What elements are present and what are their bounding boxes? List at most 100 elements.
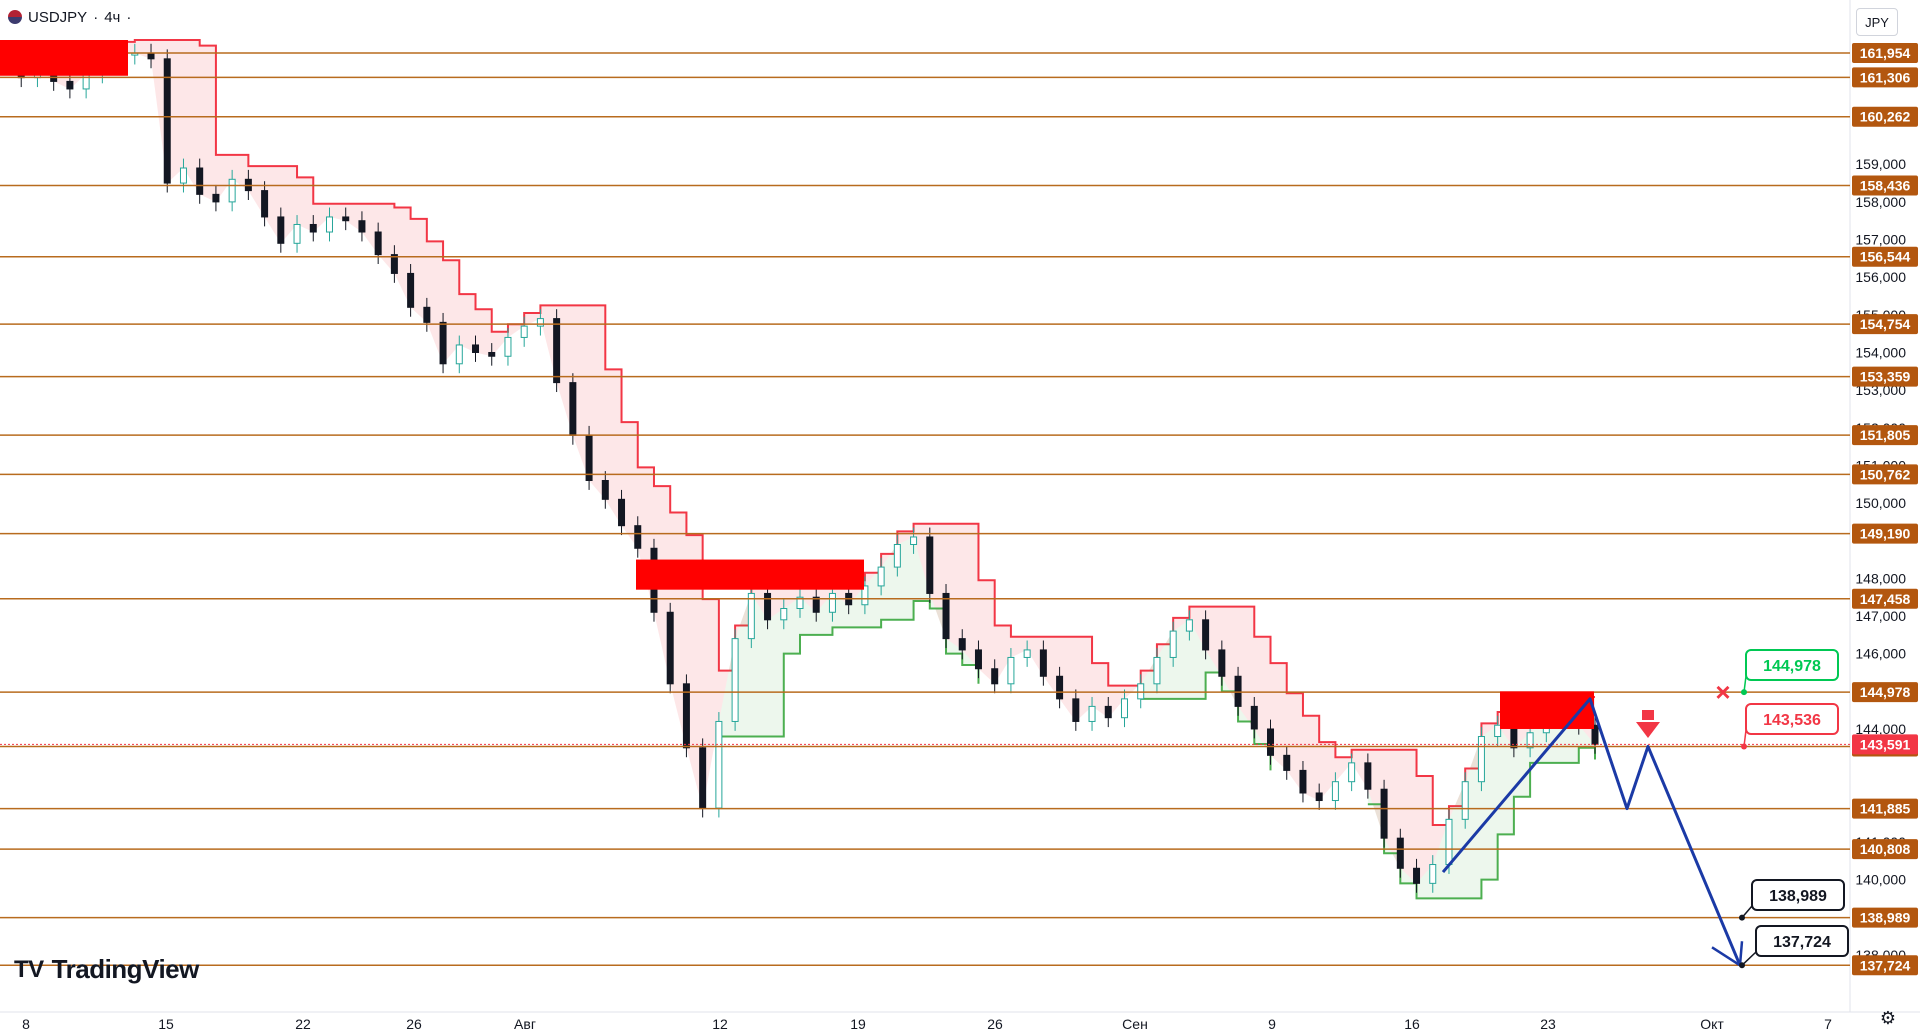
interval-label[interactable]: 4ч: [104, 8, 121, 26]
header-separator: ·: [93, 8, 99, 26]
tradingview-logo: TV TradingView: [14, 954, 199, 985]
time-tick-7: 26: [987, 1016, 1003, 1032]
candle-body-56: [910, 536, 918, 546]
time-tick-0: 8: [22, 1016, 30, 1032]
level-label-7: 151,805: [1860, 427, 1911, 443]
level-label-16: 137,724: [1860, 957, 1911, 973]
candle-body-43: [699, 747, 707, 809]
candle-body-73: [1185, 619, 1193, 632]
level-badge-15: [1852, 907, 1918, 928]
candle-body-22: [358, 220, 366, 233]
projection-path: [1441, 697, 1742, 966]
level-badge-9: [1852, 523, 1918, 544]
candle-body-18: [293, 223, 301, 244]
candle-body-81: [1315, 792, 1323, 802]
candle-body-13: [212, 193, 220, 203]
candle-body-63: [1023, 649, 1031, 658]
candle-body-29: [472, 344, 480, 353]
candle-body-76: [1234, 675, 1242, 707]
time-tick-13: 7: [1824, 1016, 1832, 1032]
candle-body-69: [1120, 698, 1128, 719]
candle-body-20: [325, 216, 333, 233]
candle-body-14: [228, 178, 236, 203]
header-separator-2: ·: [126, 8, 132, 26]
level-label-0: 161,954: [1860, 45, 1911, 61]
candle-body-87: [1413, 867, 1421, 884]
down-arrow-icon: [1636, 722, 1660, 738]
level-label-13: 141,885: [1860, 801, 1911, 817]
candle-body-38: [618, 498, 626, 527]
target-dot-3: [1739, 962, 1745, 969]
candle-body-75: [1218, 649, 1226, 677]
candle-body-48: [780, 608, 788, 621]
candle-body-37: [601, 479, 609, 500]
candle-body-66: [1072, 698, 1080, 722]
level-badge-5: [1852, 314, 1918, 335]
candle-body-98: [1591, 724, 1599, 745]
tradingview-logo-icon: TV: [14, 955, 44, 983]
candle-body-35: [569, 382, 577, 436]
level-label-5: 154,754: [1860, 316, 1911, 332]
candle-body-10: [163, 58, 171, 184]
candle-body-55: [893, 544, 901, 568]
price-tick-0: 159,000: [1855, 156, 1906, 172]
symbol-header[interactable]: USDJPY · 4ч ·: [8, 6, 131, 28]
candle-body-4: [66, 80, 74, 90]
level-label-10: 147,458: [1860, 591, 1911, 607]
candle-body-68: [1104, 705, 1112, 719]
candle-body-16: [261, 190, 269, 218]
candle-body-19: [309, 223, 317, 233]
settings-gear-icon[interactable]: ⚙: [1879, 1008, 1897, 1028]
target-label-2: 138,989: [1769, 888, 1827, 905]
candle-body-78: [1267, 728, 1275, 756]
candle-body-45: [731, 638, 739, 722]
candle-body-72: [1169, 630, 1177, 658]
time-tick-1: 15: [158, 1016, 174, 1032]
candle-body-25: [407, 272, 415, 308]
symbol-name: USDJPY: [28, 8, 88, 26]
level-badge-0: [1852, 43, 1918, 64]
target-marker-0: ×: [1715, 677, 1730, 707]
candle-body-82: [1331, 781, 1339, 802]
target-dot-2: [1739, 914, 1745, 921]
resistance-fill: [5, 40, 1595, 884]
candle-body-17: [277, 216, 285, 244]
time-tick-8: Сен: [1122, 1016, 1148, 1032]
level-label-4: 156,544: [1860, 249, 1911, 265]
candle-body-92: [1494, 724, 1502, 738]
price-tick-12: 146,000: [1855, 646, 1906, 662]
level-label-14: 140,808: [1860, 841, 1911, 857]
level-label-3: 158,436: [1860, 177, 1911, 193]
candle-body-89: [1445, 818, 1453, 866]
candle-body-44: [715, 720, 723, 809]
candle-body-26: [423, 306, 431, 323]
candle-body-58: [942, 592, 950, 640]
candle-body-46: [747, 592, 755, 640]
price-tick-13: 144,000: [1855, 721, 1906, 737]
candle-body-33: [536, 318, 544, 327]
candle-body-31: [504, 336, 512, 357]
level-badge-8: [1852, 464, 1918, 485]
candle-body-34: [553, 318, 561, 384]
candle-body-11: [179, 167, 187, 184]
price-tick-5: 154,000: [1855, 344, 1906, 360]
candle-body-59: [958, 638, 966, 651]
price-tick-3: 156,000: [1855, 269, 1906, 285]
candle-body-28: [455, 344, 463, 365]
candle-body-67: [1088, 705, 1096, 722]
level-label-11: 144,978: [1860, 684, 1911, 700]
level-badge-13: [1852, 798, 1918, 819]
target-label-3: 137,724: [1773, 934, 1831, 951]
time-tick-4: Авг: [514, 1016, 536, 1032]
candle-body-80: [1299, 769, 1307, 794]
time-tick-9: 9: [1268, 1016, 1276, 1032]
candle-body-84: [1364, 762, 1372, 790]
level-label-9: 149,190: [1860, 526, 1911, 542]
level-badge-10: [1852, 588, 1918, 609]
level-badge-11: [1852, 682, 1918, 703]
candle-body-51: [828, 592, 836, 613]
candle-body-54: [877, 566, 885, 587]
price-tick-1: 158,000: [1855, 194, 1906, 210]
currency-selector[interactable]: JPY: [1856, 8, 1898, 36]
